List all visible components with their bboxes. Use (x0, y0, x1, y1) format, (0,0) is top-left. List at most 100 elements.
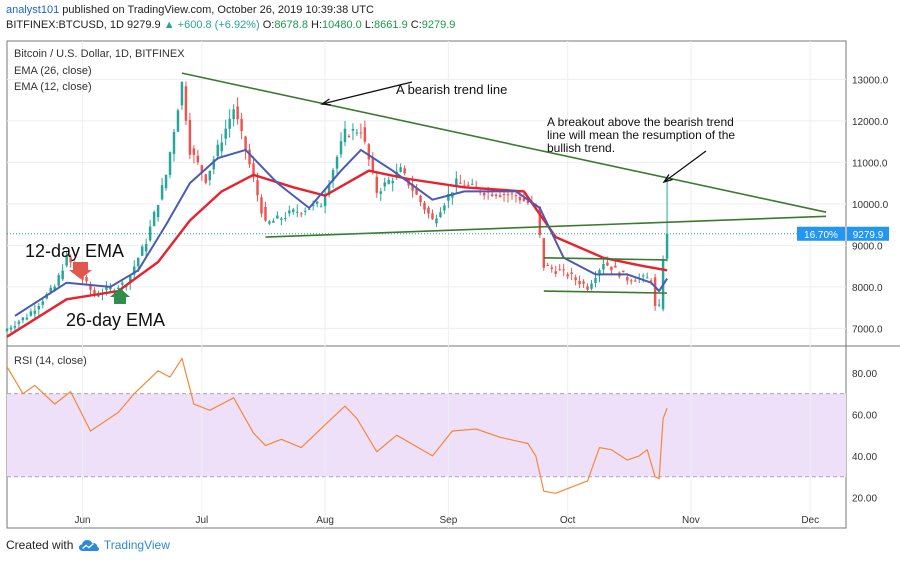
time-tick-label: Jun (74, 515, 90, 526)
candle-body (363, 127, 367, 142)
trendline-channel-top[interactable] (543, 257, 668, 261)
candle-body (256, 180, 259, 196)
candle-body (160, 185, 164, 200)
rsi-tick-label: 60.00 (852, 410, 877, 421)
candle-body (403, 168, 406, 174)
candle-body (594, 278, 597, 284)
candle-body (236, 106, 239, 120)
annotation-ema26: 26-day EMA (66, 310, 165, 330)
candle-body (570, 272, 573, 275)
price-tick-label: 9000.0 (852, 241, 883, 252)
candle-body (558, 269, 561, 271)
candle-body (216, 144, 219, 157)
candle-body (538, 206, 542, 236)
author-link[interactable]: analyst101 (6, 4, 60, 16)
price-tick-label: 13000.0 (852, 75, 889, 86)
candle-body (443, 205, 446, 211)
price-badge (847, 226, 889, 241)
time-tick-label: Dec (801, 515, 819, 526)
price-tick-label: 12000.0 (852, 117, 889, 128)
candle-body (13, 326, 17, 328)
tradingview-cloud-icon (78, 540, 99, 551)
candle-body (109, 287, 112, 290)
candle-body (622, 270, 625, 273)
candle-body (136, 258, 140, 267)
candle-body (9, 327, 13, 330)
close-label: C: (410, 19, 422, 31)
candle-body (339, 141, 343, 155)
candle-body (649, 280, 653, 282)
candle-body (351, 128, 355, 131)
candle-body (455, 178, 458, 187)
candle-body (140, 246, 144, 256)
candle-body (355, 132, 359, 134)
candle-body (280, 218, 283, 220)
candle-body (641, 275, 645, 277)
arrow-breakout (663, 150, 707, 183)
close-value: 9279.9 (421, 19, 456, 31)
candle-body (276, 215, 279, 219)
candle-body (431, 213, 434, 220)
candle-body (264, 206, 267, 221)
candle-body (411, 184, 414, 191)
candle-body (176, 110, 180, 132)
candle-body (582, 281, 585, 284)
candle-body (323, 195, 327, 207)
candle-body (288, 210, 291, 214)
price-tick-label: 8000.0 (852, 283, 883, 294)
low-label: L: (364, 19, 375, 31)
publish-line: analyst101 published on TradingView.com,… (6, 3, 455, 18)
candle-body (554, 271, 557, 274)
candle-body (614, 265, 617, 268)
pct-badge-label: 16.70% (804, 230, 838, 241)
pct-badge (797, 226, 845, 241)
trendline-bearish[interactable] (181, 72, 827, 213)
candle-body (25, 317, 29, 320)
rsi-band (7, 393, 846, 477)
price-change: ▲ +600.8 (+6.92%) (163, 19, 260, 31)
candle-body (303, 210, 307, 212)
candle-body (244, 136, 247, 151)
price-tick-label: 10000.0 (852, 200, 889, 211)
candle-body (602, 263, 605, 270)
candle-body (494, 194, 498, 197)
candle-body (586, 286, 589, 290)
candle-body (423, 202, 426, 210)
annotation-ema12: 12-day EMA (25, 241, 124, 261)
arrow-bearish (321, 81, 413, 105)
candle-body (367, 144, 371, 160)
trendline-channel-bottom[interactable] (543, 290, 668, 294)
created-with-label: Created with (6, 538, 74, 552)
arrow-bearish-head (320, 98, 332, 106)
candle-body (21, 317, 25, 321)
open-value: 8678.8 (274, 19, 308, 31)
candle-body (506, 194, 510, 196)
candle-body (37, 306, 41, 310)
candle-body (208, 170, 212, 181)
candle-body (144, 243, 148, 252)
time-tick-label: Sep (439, 515, 457, 526)
tradingview-brand-link[interactable]: TradingView (103, 538, 170, 552)
candle-body (172, 131, 176, 154)
chart-header: analyst101 published on TradingView.com,… (6, 3, 455, 33)
candle-body (490, 194, 494, 197)
candle-body (97, 295, 100, 297)
candle-body (168, 152, 172, 175)
candle-body (343, 128, 347, 143)
time-tick-label: Aug (316, 515, 334, 526)
candle-body (359, 132, 363, 134)
candle-body (41, 301, 45, 305)
candle-body (566, 274, 569, 277)
candle-body (196, 155, 200, 163)
candle-body (105, 287, 108, 290)
candle-body (5, 328, 9, 332)
candle-body (634, 280, 637, 282)
candle-body (387, 180, 390, 184)
candle-body (224, 128, 227, 139)
candle-body (65, 254, 68, 266)
candle-body (33, 310, 37, 314)
candle-body (550, 267, 553, 269)
price-legend-title: Bitcoin / U.S. Dollar, 1D, BITFINEX (14, 48, 185, 60)
candle-body (562, 269, 565, 271)
candle-body (498, 195, 502, 197)
